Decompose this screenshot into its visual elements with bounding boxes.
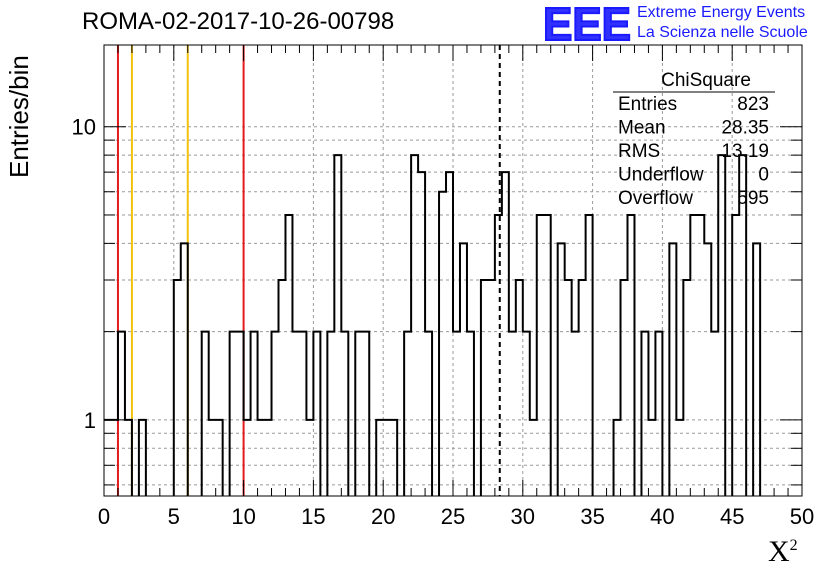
logo-mark: EEE [543, 2, 631, 42]
histogram-bin [411, 155, 418, 496]
histogram-bin [272, 332, 279, 496]
stats-row-label: Mean [618, 118, 666, 139]
histogram-bin [97, 420, 104, 496]
y-tick-label: 10 [72, 115, 96, 140]
histogram-bin [753, 243, 760, 496]
x-tick-label: 15 [301, 504, 325, 529]
histogram-bin [565, 280, 572, 496]
stats-row-value: 0 [758, 165, 769, 186]
histogram-bin [313, 332, 320, 496]
histogram-bin [621, 280, 628, 496]
stats-box: ChiSquare Entries 823 Mean 28.35 RMS 13.19 Unde… [613, 70, 775, 209]
histogram [90, 154, 836, 496]
histogram-bin [830, 420, 836, 496]
eee-logo: EEE [543, 2, 632, 42]
histogram-bin [711, 332, 718, 496]
stats-row-label: Overflow [618, 188, 693, 209]
chart-title: ROMA-02-2017-10-26-00798 [82, 8, 395, 35]
histogram-bin [495, 215, 502, 496]
histogram-bin [523, 332, 530, 496]
histogram-bin [628, 215, 635, 496]
histogram-bin [641, 332, 648, 496]
x-tick-label: 10 [231, 504, 255, 529]
stats-row-label: Entries [618, 94, 677, 115]
vertical-markers [116, 45, 501, 496]
histogram-outline [104, 154, 762, 496]
histogram-bin [516, 280, 523, 496]
histogram-bin [202, 332, 209, 496]
x-tick-label: 45 [720, 504, 744, 529]
x-axis-label: X2 [768, 535, 798, 569]
histogram-bin [355, 332, 362, 496]
histogram-bin [237, 332, 244, 496]
histogram-bin [362, 332, 369, 496]
histogram-bin [279, 280, 286, 496]
histogram-bin [439, 192, 446, 496]
stats-row-value: 13.19 [721, 141, 769, 162]
stats-row-label: RMS [618, 141, 660, 162]
x-tick-label: 5 [168, 504, 180, 529]
histogram-bin [586, 215, 593, 496]
histogram-bin [544, 215, 551, 496]
histogram-bin [579, 280, 586, 496]
stats-row-value: 823 [737, 94, 769, 115]
histogram-bin [118, 332, 125, 496]
y-tick-label: 1 [84, 408, 96, 433]
histogram-bin [537, 215, 544, 496]
histogram-bin [509, 332, 516, 496]
histogram-bin [292, 332, 299, 496]
x-tick-label: 35 [580, 504, 604, 529]
histogram-bin [655, 332, 662, 496]
histogram-bin [669, 243, 676, 496]
axis-ticks [103, 45, 803, 496]
histogram-bin [697, 215, 704, 496]
x-axis-label-base: X [768, 535, 790, 568]
logo-line-2: La Scienza nelle Scuole [637, 24, 808, 41]
histogram-bin [299, 332, 306, 496]
histogram-bin [90, 280, 97, 496]
x-tick-label: 30 [511, 504, 535, 529]
x-tick-label: 40 [650, 504, 674, 529]
histogram-bin [446, 172, 453, 496]
y-axis-label: Entries/bin [4, 55, 34, 178]
logo-line-1: Extreme Energy Events [637, 4, 806, 21]
histogram-bin [230, 332, 237, 496]
histogram-bin [690, 215, 697, 496]
stats-row-value: 28.35 [721, 118, 769, 139]
histogram-bin [418, 172, 425, 496]
histogram-bin [704, 243, 711, 496]
x-tick-labels: 0 5 10 15 20 25 30 35 40 45 50 [98, 504, 814, 529]
y-tick-labels: 1 10 [72, 115, 96, 433]
histogram-bin [425, 332, 432, 496]
histogram-bin [341, 332, 348, 496]
histogram-bin [488, 280, 495, 496]
stats-row-value: 595 [737, 188, 769, 209]
histogram-bin [467, 332, 474, 496]
histogram-bin [460, 243, 467, 496]
x-tick-label: 20 [371, 504, 395, 529]
histogram-bin [502, 172, 509, 496]
x-tick-label: 25 [441, 504, 465, 529]
histogram-bin [572, 332, 579, 496]
x-axis-label-sup: 2 [789, 537, 798, 554]
histogram-bin [181, 243, 188, 496]
histogram-bin [251, 332, 258, 496]
histogram-bin [327, 332, 334, 496]
histogram-bin [558, 243, 565, 496]
histogram-bin [404, 332, 411, 496]
histogram-bin [481, 280, 488, 496]
x-tick-label: 50 [790, 504, 814, 529]
histogram-bin [285, 215, 292, 496]
histogram-bin [718, 155, 725, 496]
histogram-bin [683, 280, 690, 496]
histogram-bin [732, 215, 739, 496]
stats-header: ChiSquare [661, 70, 751, 91]
histogram-bin [453, 332, 460, 496]
x-tick-label: 0 [98, 504, 110, 529]
stats-row-label: Underflow [618, 165, 704, 186]
histogram-bin [334, 155, 341, 496]
histogram-bin [174, 280, 181, 496]
